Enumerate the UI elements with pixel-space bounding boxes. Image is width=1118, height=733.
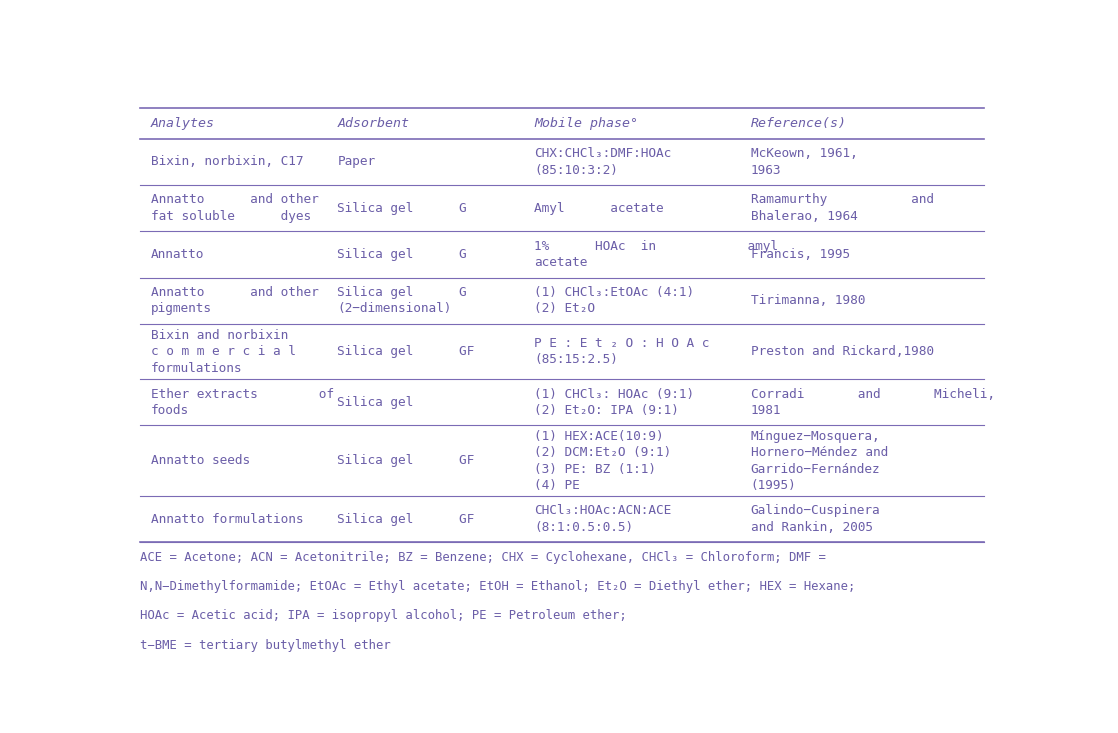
Text: Mobile phase°: Mobile phase° <box>534 117 638 130</box>
Text: Silica gel: Silica gel <box>338 396 414 409</box>
Text: N,N−Dimethylformamide; EtOAc = Ethyl acetate; EtOH = Ethanol; Et₂O = Diethyl eth: N,N−Dimethylformamide; EtOAc = Ethyl ace… <box>140 580 855 593</box>
Text: Tirimanna, 1980: Tirimanna, 1980 <box>750 294 865 307</box>
Text: (1) CHCl₃:EtOAc (4:1)
(2) Et₂O: (1) CHCl₃:EtOAc (4:1) (2) Et₂O <box>534 286 694 315</box>
Text: (1) HEX:ACE(10:9)
(2) DCM:Et₂O (9:1)
(3) PE: BZ (1:1)
(4) PE: (1) HEX:ACE(10:9) (2) DCM:Et₂O (9:1) (3)… <box>534 430 671 492</box>
Text: Annatto      and other
pigments: Annatto and other pigments <box>151 286 319 315</box>
Text: Francis, 1995: Francis, 1995 <box>750 248 850 261</box>
Text: Silica gel      G: Silica gel G <box>338 248 467 261</box>
Text: Mínguez−Mosquera,
Hornero−Méndez and
Garrido−Fernández
(1995): Mínguez−Mosquera, Hornero−Méndez and Gar… <box>750 430 888 492</box>
Text: Bixin, norbixin, C17: Bixin, norbixin, C17 <box>151 155 303 169</box>
Text: Annatto seeds: Annatto seeds <box>151 454 250 467</box>
Text: Silica gel      GF: Silica gel GF <box>338 454 474 467</box>
Text: HOAc = Acetic acid; IPA = isopropyl alcohol; PE = Petroleum ether;: HOAc = Acetic acid; IPA = isopropyl alco… <box>140 609 626 622</box>
Text: CHCl₃:HOAc:ACN:ACE
(8:1:0.5:0.5): CHCl₃:HOAc:ACN:ACE (8:1:0.5:0.5) <box>534 504 671 534</box>
Text: Reference(s): Reference(s) <box>750 117 846 130</box>
Text: ACE = Acetone; ACN = Acetonitrile; BZ = Benzene; CHX = Cyclohexane, CHCl₃ = Chlo: ACE = Acetone; ACN = Acetonitrile; BZ = … <box>140 550 825 564</box>
Text: Paper: Paper <box>338 155 376 169</box>
Text: Preston and Rickard,1980: Preston and Rickard,1980 <box>750 345 934 358</box>
Text: Corradi       and       Micheli,
1981: Corradi and Micheli, 1981 <box>750 388 995 417</box>
Text: (1) CHCl₃: HOAc (9:1)
(2) Et₂O: IPA (9:1): (1) CHCl₃: HOAc (9:1) (2) Et₂O: IPA (9:1… <box>534 388 694 417</box>
Text: Bixin and norbixin
c o m m e r c i a l
formulations: Bixin and norbixin c o m m e r c i a l f… <box>151 328 296 375</box>
Text: Annatto: Annatto <box>151 248 205 261</box>
Text: Silica gel      GF: Silica gel GF <box>338 512 474 526</box>
Text: Silica gel      G
(2−dimensional): Silica gel G (2−dimensional) <box>338 286 467 315</box>
Text: t−BME = tertiary butylmethyl ether: t−BME = tertiary butylmethyl ether <box>140 639 390 652</box>
Text: Silica gel      GF: Silica gel GF <box>338 345 474 358</box>
Text: Annatto      and other
fat soluble      dyes: Annatto and other fat soluble dyes <box>151 194 319 223</box>
Text: Ramamurthy           and
Bhalerao, 1964: Ramamurthy and Bhalerao, 1964 <box>750 194 934 223</box>
Text: Analytes: Analytes <box>151 117 215 130</box>
Text: Silica gel      G: Silica gel G <box>338 202 467 215</box>
Text: McKeown, 1961,
1963: McKeown, 1961, 1963 <box>750 147 858 177</box>
Text: P E : E t ₂ O : H O A c
(85:15:2.5): P E : E t ₂ O : H O A c (85:15:2.5) <box>534 336 709 366</box>
Text: Amyl      acetate: Amyl acetate <box>534 202 664 215</box>
Text: Galindo−Cuspinera
and Rankin, 2005: Galindo−Cuspinera and Rankin, 2005 <box>750 504 880 534</box>
Text: 1%      HOAc  in            amyl
acetate: 1% HOAc in amyl acetate <box>534 240 778 269</box>
Text: Adsorbent: Adsorbent <box>338 117 409 130</box>
Text: CHX:CHCl₃:DMF:HOAc
(85:10:3:2): CHX:CHCl₃:DMF:HOAc (85:10:3:2) <box>534 147 671 177</box>
Text: Ether extracts        of
foods: Ether extracts of foods <box>151 388 334 417</box>
Text: Annatto formulations: Annatto formulations <box>151 512 303 526</box>
